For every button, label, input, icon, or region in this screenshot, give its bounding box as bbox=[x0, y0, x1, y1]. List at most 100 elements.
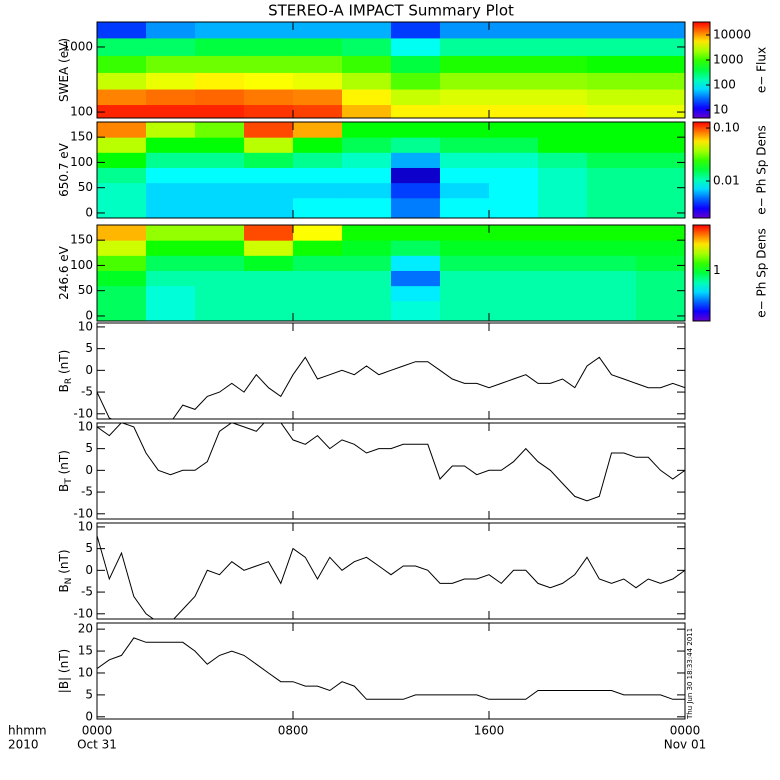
heatmap-cell bbox=[489, 300, 539, 321]
heatmap-cell bbox=[440, 89, 490, 106]
y-axis-label-part: B bbox=[57, 384, 71, 392]
y-tick-label: 5 bbox=[85, 341, 93, 355]
heatmap-cell bbox=[97, 197, 147, 218]
heatmap-cell bbox=[587, 285, 637, 302]
y-axis-label-part: 650.7 eV bbox=[57, 142, 71, 197]
heatmap-cell bbox=[636, 72, 685, 90]
y-tick-label: 100 bbox=[70, 258, 93, 272]
data-line bbox=[97, 356, 685, 419]
heatmap-cell bbox=[391, 285, 441, 302]
heatmap-cell bbox=[195, 285, 245, 302]
y-tick-label: 10 bbox=[78, 319, 93, 333]
date-label: Oct 31 bbox=[77, 738, 117, 752]
heatmap-cell bbox=[244, 285, 294, 302]
heatmap-cell bbox=[97, 300, 147, 321]
heatmap-cell bbox=[195, 137, 245, 153]
heatmap-cell bbox=[293, 255, 343, 271]
y-tick-label: 20 bbox=[78, 622, 93, 636]
heatmap-cell bbox=[587, 55, 637, 73]
y-tick-label: -5 bbox=[81, 385, 93, 399]
heatmap-cell bbox=[489, 197, 539, 218]
heatmap-cell bbox=[293, 300, 343, 321]
heatmap-cell bbox=[440, 122, 490, 138]
heatmap-cell bbox=[489, 285, 539, 302]
heatmap-cell bbox=[97, 167, 147, 184]
heatmap-cell bbox=[195, 240, 245, 256]
heatmap-cell bbox=[293, 137, 343, 153]
heatmap-cell bbox=[440, 240, 490, 256]
heatmap-cell bbox=[636, 167, 685, 184]
heatmap-cell bbox=[440, 37, 490, 56]
heatmap-cell bbox=[636, 55, 685, 73]
y-tick-label: 100 bbox=[70, 105, 93, 119]
y-tick-label: 0 bbox=[85, 709, 93, 723]
heatmap-cell bbox=[391, 240, 441, 256]
y-axis-label-part: 246.6 eV bbox=[57, 245, 71, 300]
heatmap-cell bbox=[293, 225, 343, 241]
y-tick-label: -10 bbox=[73, 406, 93, 420]
heatmap-cell bbox=[293, 22, 343, 39]
heatmap-cell bbox=[195, 225, 245, 241]
heatmap-cell bbox=[195, 255, 245, 271]
y-axis-label-part: R bbox=[64, 378, 74, 384]
heatmap-cell bbox=[636, 122, 685, 138]
y-tick-label: 0 bbox=[85, 563, 93, 577]
heatmap-cell bbox=[195, 270, 245, 287]
heatmap-cell bbox=[146, 72, 196, 90]
data-line bbox=[97, 423, 685, 502]
heatmap-cell bbox=[97, 225, 147, 241]
heatmap-cell bbox=[636, 137, 685, 153]
heatmap-cell bbox=[391, 152, 441, 168]
heatmap-cell bbox=[195, 167, 245, 184]
heatmap-cell bbox=[391, 137, 441, 153]
heatmap-cell bbox=[587, 300, 637, 321]
y-axis-label-part: (nT) bbox=[57, 549, 71, 577]
heatmap-cell bbox=[97, 137, 147, 153]
heatmap-cell bbox=[587, 270, 637, 287]
heatmap-cell bbox=[489, 55, 539, 73]
heatmap-cell bbox=[636, 22, 685, 39]
colorbar-tick-label: 1 bbox=[713, 263, 721, 277]
heatmap-cell bbox=[538, 285, 588, 302]
y-tick-label: 150 bbox=[70, 233, 93, 247]
panel-frame bbox=[96, 522, 686, 620]
y-tick-label: 0 bbox=[85, 205, 93, 219]
heatmap-cell bbox=[587, 152, 637, 168]
heatmap-cell bbox=[391, 55, 441, 73]
heatmap-cell bbox=[195, 182, 245, 199]
heatmap-cell bbox=[538, 152, 588, 168]
heatmap-cell bbox=[97, 89, 147, 106]
heatmap-cell bbox=[342, 240, 392, 256]
heatmap-cell bbox=[440, 137, 490, 153]
heatmap-cell bbox=[391, 89, 441, 106]
heatmap-cell bbox=[195, 72, 245, 90]
heatmap-cell bbox=[538, 225, 588, 241]
heatmap-cell bbox=[538, 240, 588, 256]
heatmap-cell bbox=[195, 37, 245, 56]
x-tick-label: 0000 bbox=[670, 724, 701, 738]
panel-frame bbox=[96, 322, 686, 420]
heatmap-cell bbox=[636, 152, 685, 168]
y-tick-label: 50 bbox=[78, 283, 93, 297]
heatmap-cell bbox=[293, 285, 343, 302]
heatmap-cell bbox=[391, 182, 441, 199]
x-tick-label: 0000 bbox=[82, 724, 113, 738]
heatmap-cell bbox=[440, 104, 490, 118]
date-label: Nov 01 bbox=[664, 738, 707, 752]
x-axis-label: hhmm bbox=[8, 724, 47, 738]
heatmap-cell bbox=[293, 152, 343, 168]
heatmap-cell bbox=[342, 72, 392, 90]
y-axis-label-part: T bbox=[64, 478, 74, 485]
heatmap-cell bbox=[342, 225, 392, 241]
heatmap-cell bbox=[587, 22, 637, 39]
heatmap-cell bbox=[244, 122, 294, 138]
heatmap-cell bbox=[342, 55, 392, 73]
heatmap-cell bbox=[440, 22, 490, 39]
heatmap-cell bbox=[293, 55, 343, 73]
heatmap-cell bbox=[293, 167, 343, 184]
y-axis-label: BT (nT) bbox=[57, 450, 74, 492]
heatmap-cell bbox=[293, 89, 343, 106]
heatmap-cell bbox=[244, 37, 294, 56]
heatmap-cell bbox=[538, 197, 588, 218]
x-axis-label: 2010 bbox=[8, 738, 39, 752]
